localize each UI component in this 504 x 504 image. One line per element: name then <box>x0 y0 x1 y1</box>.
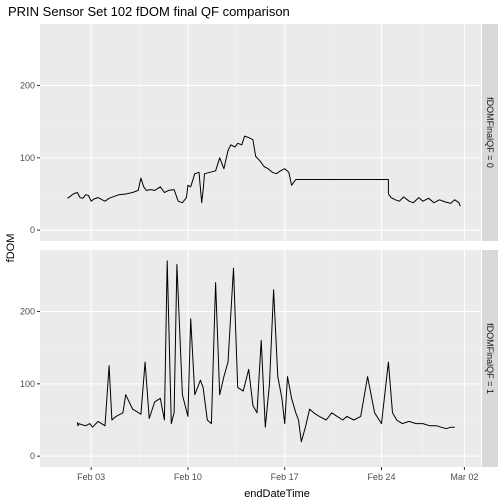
series-line-fdom <box>76 260 455 443</box>
x-tick-label: Feb 10 <box>174 472 202 482</box>
panel-background <box>40 24 481 241</box>
y-tick-label: 100 <box>20 379 35 389</box>
facet-panel-0: 0 100 200 fDOMFinalQF = 0 <box>20 24 498 241</box>
x-tick-label: Feb 17 <box>271 472 299 482</box>
y-tick-label: 200 <box>20 80 35 90</box>
x-tick-label: Feb 03 <box>77 472 105 482</box>
facet-strip-label: fDOMFinalQF = 1 <box>485 323 495 394</box>
facet-strip-label: fDOMFinalQF = 0 <box>485 97 495 168</box>
facet-panels: 0 100 200 fDOMFinalQF = 0 0 100 200 fDOMFinalQF… <box>20 24 498 482</box>
chart-title: PRIN Sensor Set 102 fDOM final QF compar… <box>8 4 290 19</box>
series-line-fdom <box>67 135 461 207</box>
x-axis-title: endDateTime <box>244 488 310 500</box>
y-axis-title: fDOM <box>5 234 17 263</box>
y-tick-label: 0 <box>30 225 35 235</box>
y-tick-label: 100 <box>20 153 35 163</box>
facet-strip <box>482 250 498 467</box>
facet-panel-1: 0 100 200 fDOMFinalQF = 1 Feb 03 Feb 10 Feb 17… <box>20 250 498 482</box>
y-tick-label: 0 <box>30 451 35 461</box>
y-tick-label: 200 <box>20 306 35 316</box>
x-tick-label: Feb 24 <box>367 472 395 482</box>
facet-strip <box>482 24 498 241</box>
x-tick-label: Mar 02 <box>450 472 478 482</box>
